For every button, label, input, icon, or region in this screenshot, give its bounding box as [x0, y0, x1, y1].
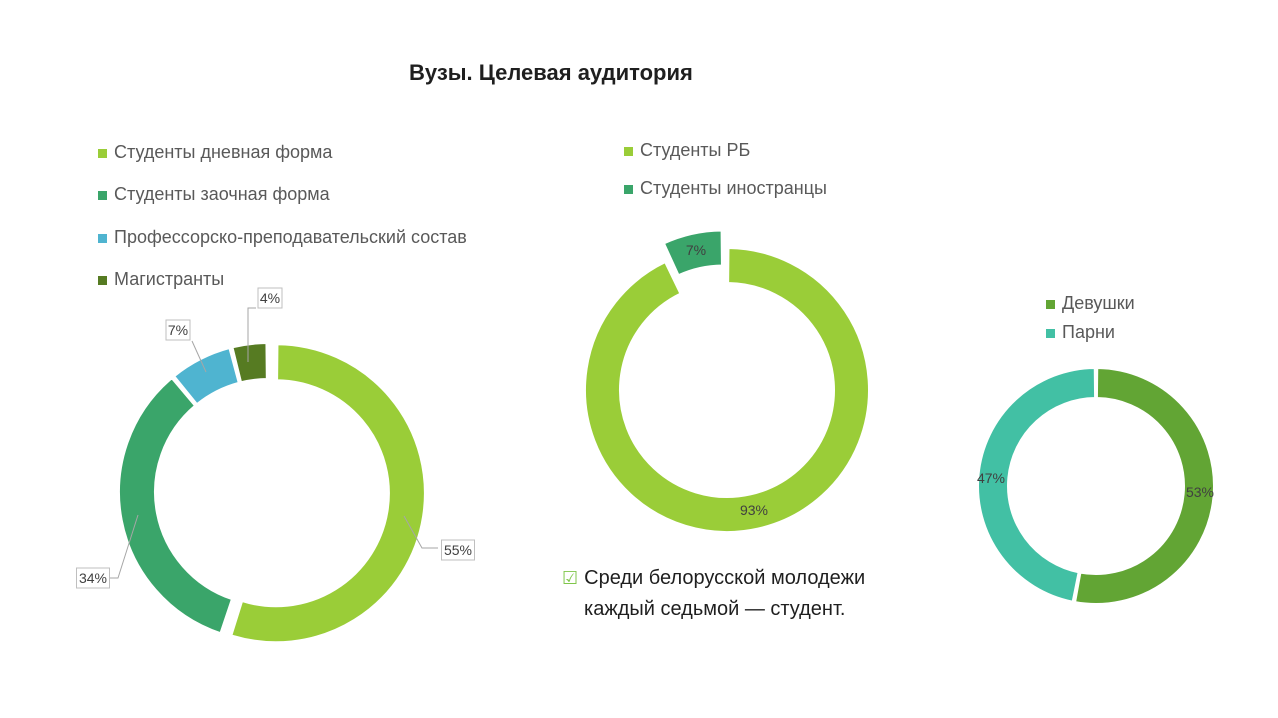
- leader-line: [191, 340, 207, 373]
- page-title: Вузы. Целевая аудитория: [409, 60, 693, 85]
- donut-slice: [584, 246, 870, 533]
- donut-slice: [1073, 366, 1215, 605]
- legend-swatch: [98, 234, 107, 243]
- legend-label: Студенты РБ: [640, 140, 751, 160]
- donut-slice: [662, 229, 723, 277]
- donut-slice: [118, 376, 234, 635]
- data-label-box: [441, 539, 475, 561]
- donut-slice: [231, 341, 268, 384]
- data-label: 93%: [740, 502, 768, 518]
- donut-slice: [977, 366, 1097, 603]
- data-label: 55%: [444, 542, 472, 558]
- data-label-box: [257, 287, 283, 309]
- legend-swatch: [98, 276, 107, 285]
- donut-slice: [230, 343, 426, 644]
- legend-label: Профессорско-преподавательский состав: [114, 227, 467, 247]
- note-line-2: каждый седьмой — студент.: [584, 598, 846, 620]
- checkbox-icon: ☑: [562, 568, 579, 588]
- legend-swatch: [624, 147, 633, 156]
- donut-slice: [172, 346, 240, 406]
- legend-label: Магистранты: [114, 269, 225, 289]
- data-label: 53%: [1186, 484, 1214, 500]
- donut-chart-1: 55% 34% 7% 4%: [76, 287, 475, 644]
- legend-label: Студенты иностранцы: [640, 178, 827, 198]
- legend-swatch: [1046, 300, 1055, 309]
- legend-swatch: [98, 191, 107, 200]
- leader-line: [247, 307, 256, 362]
- legend-label: Девушки: [1062, 293, 1135, 313]
- data-label-box: [165, 319, 191, 341]
- legend-label: Студенты заочная форма: [114, 184, 330, 204]
- data-label: 47%: [977, 470, 1005, 486]
- data-label: 34%: [79, 570, 107, 586]
- legend-swatch: [98, 149, 107, 158]
- leader-line: [403, 515, 438, 549]
- donut-chart-3: 53% 47%: [977, 366, 1215, 605]
- data-label: 4%: [260, 290, 280, 306]
- data-label: 7%: [686, 242, 706, 258]
- data-label: 7%: [168, 322, 188, 338]
- donut-chart-2: 93% 7%: [584, 229, 870, 533]
- legend-label: Студенты дневная форма: [114, 142, 333, 162]
- legend-swatch: [1046, 329, 1055, 338]
- legend-swatch: [624, 185, 633, 194]
- data-label-box: [76, 567, 110, 589]
- leader-line: [110, 514, 139, 579]
- legend-label: Парни: [1062, 322, 1115, 342]
- note: ☑ Среди белорусской молодежи каждый седьм…: [562, 563, 865, 625]
- note-line-1: Среди белорусской молодежи: [584, 567, 866, 589]
